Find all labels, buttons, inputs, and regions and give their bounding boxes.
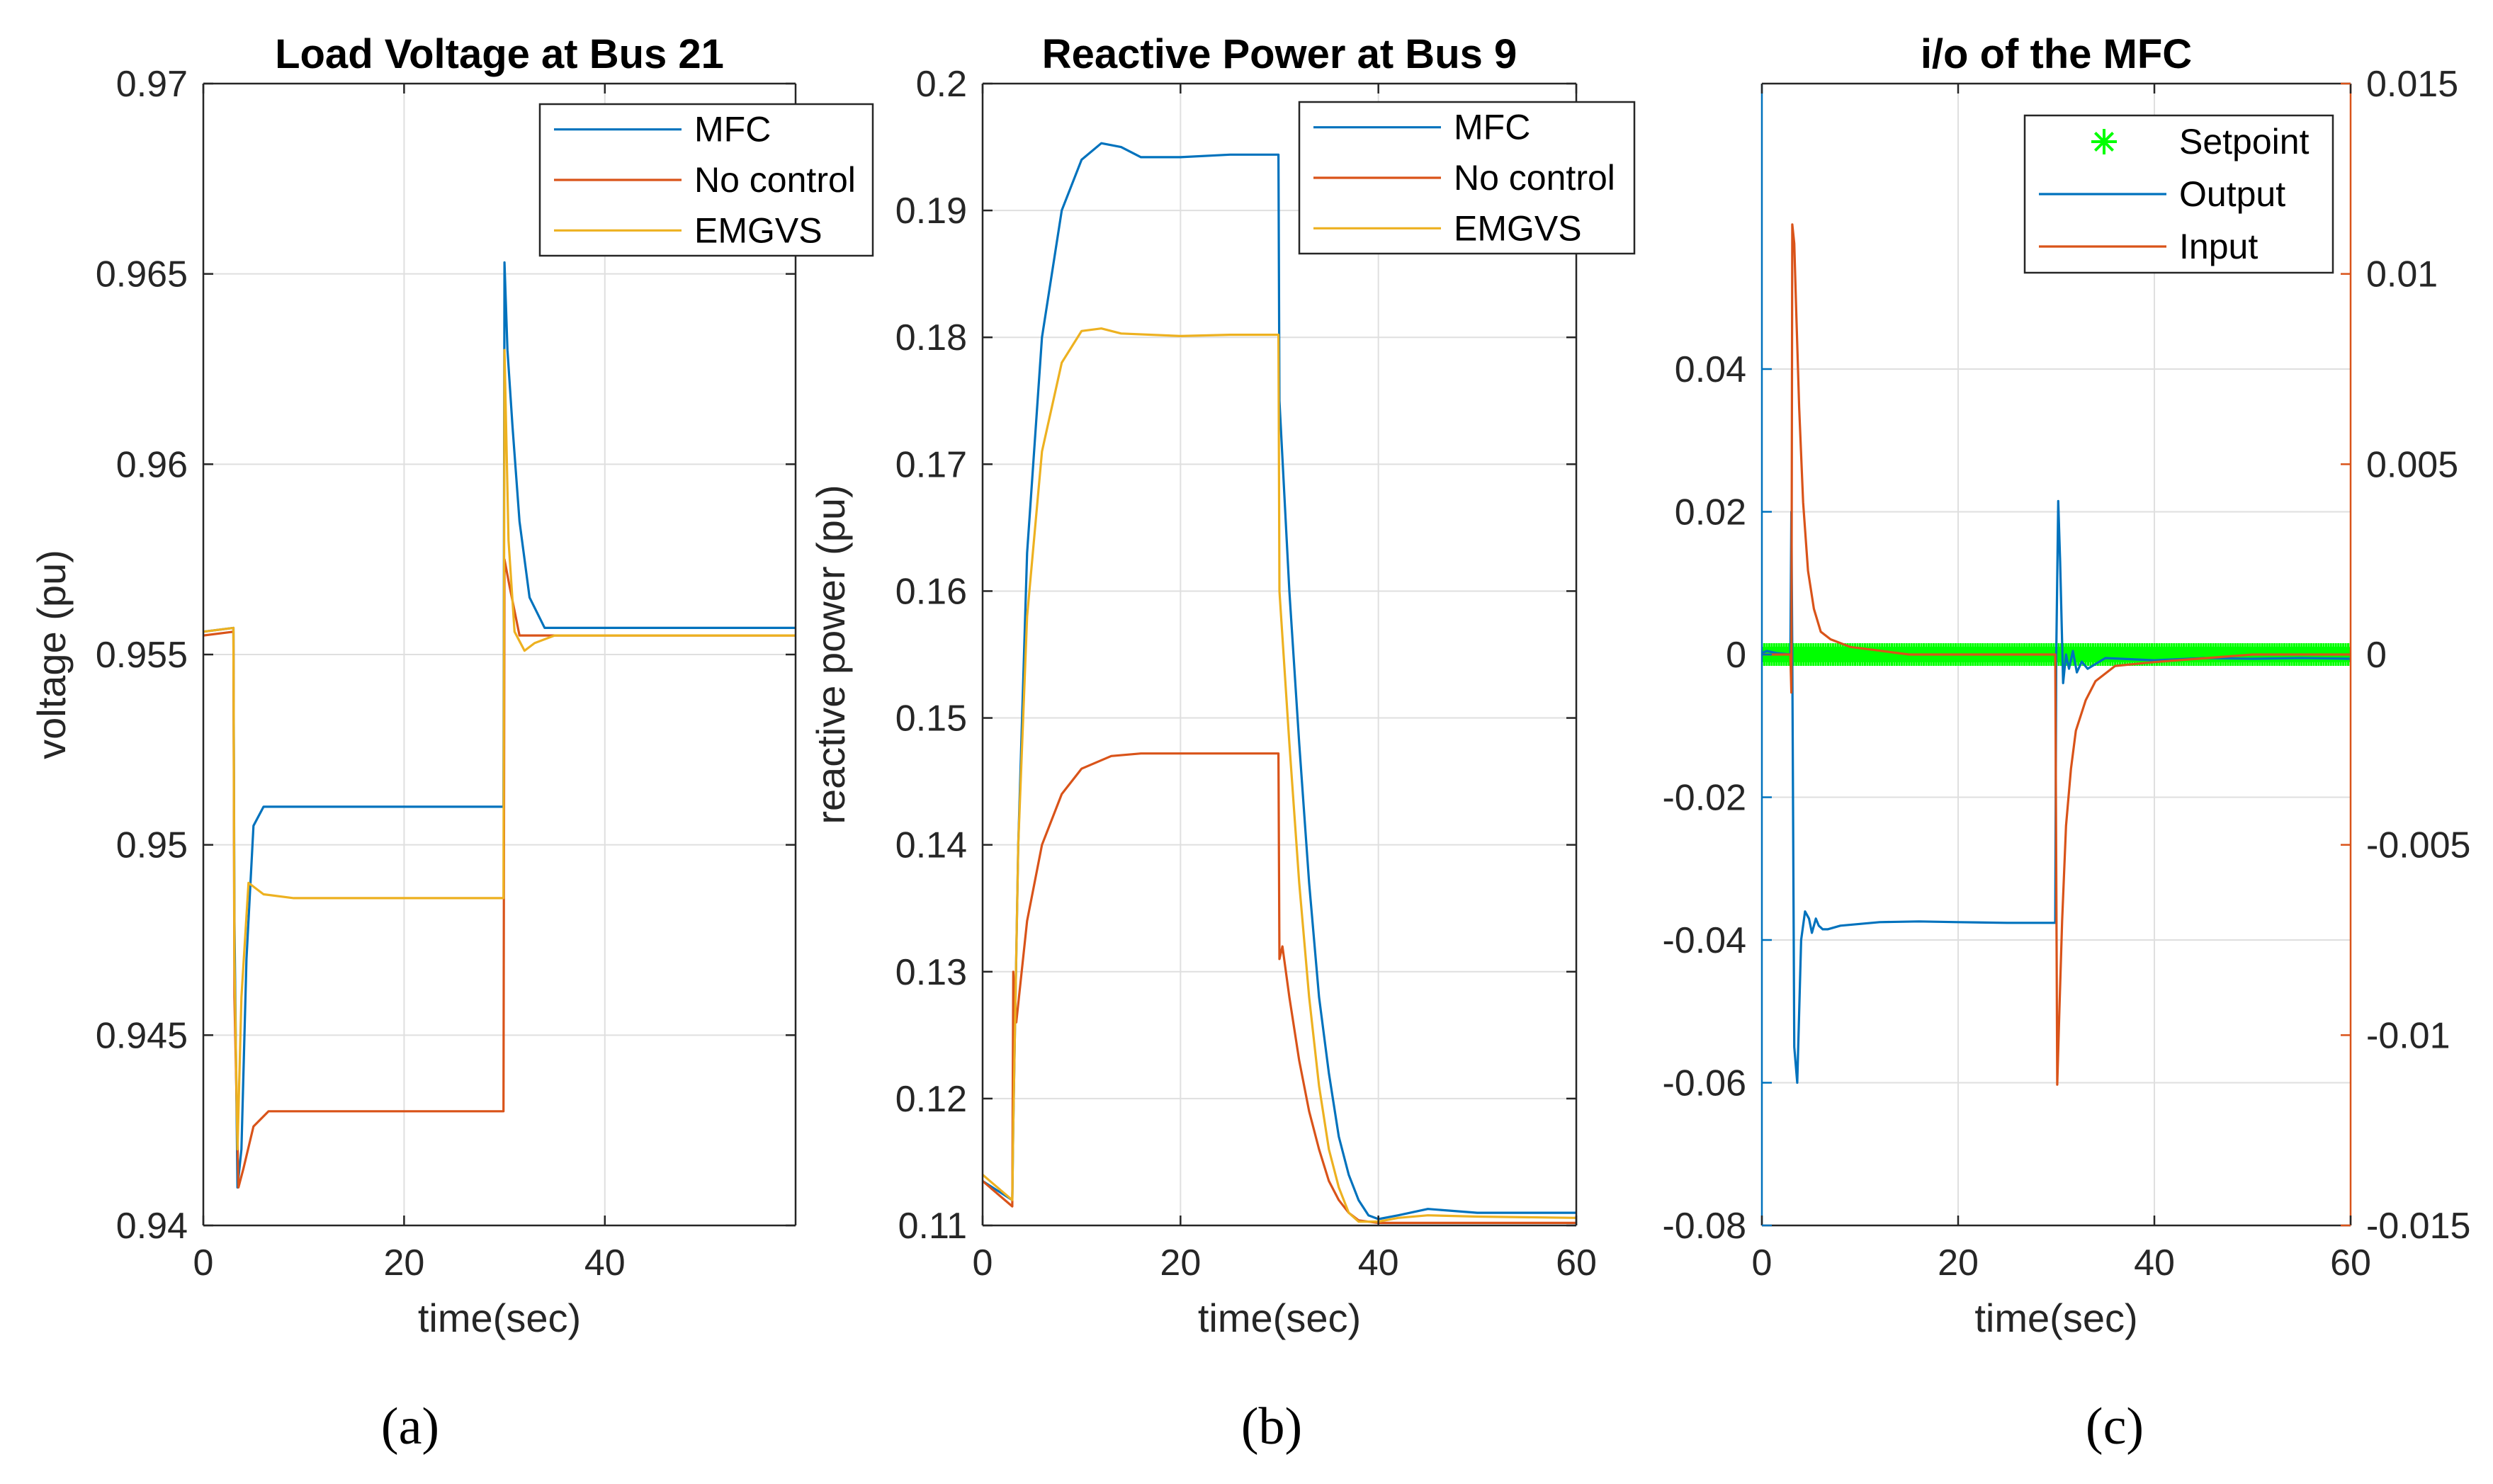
y-tick-label: 0.14 [895, 825, 967, 866]
legend-label: No control [694, 160, 856, 200]
legend-label: EMGVS [1454, 208, 1582, 248]
y-tick-label: -0.04 [1662, 920, 1746, 961]
y-tick-label: 0.12 [895, 1079, 967, 1120]
y-right-tick-label: 0.01 [2366, 254, 2438, 295]
x-tick-label: 40 [584, 1242, 626, 1284]
x-tick-label: 40 [2134, 1242, 2175, 1284]
y-tick-label: 0 [1726, 635, 1746, 676]
y-tick-label: 0.13 [895, 952, 967, 993]
legend-label: MFC [1454, 108, 1530, 147]
y-right-tick-label: -0.005 [2366, 825, 2470, 866]
x-tick-label: 0 [1752, 1242, 1773, 1284]
series-mfc-line [983, 142, 1576, 1220]
legend-marker-setpoint [2091, 129, 2117, 154]
y-tick-label: 0.97 [116, 64, 188, 105]
x-tick-label: 20 [1160, 1242, 1201, 1284]
x-axis-label: time(sec) [1198, 1296, 1361, 1340]
y-axis-label: voltage (pu) [29, 550, 74, 759]
y-tick-label: -0.02 [1662, 778, 1746, 819]
x-tick-label: 20 [1938, 1242, 1979, 1284]
y-tick-label: 0.11 [898, 1206, 967, 1247]
y-right-tick-label: -0.01 [2366, 1015, 2450, 1056]
y-tick-label: 0.945 [96, 1015, 188, 1056]
y-right-tick-label: -0.015 [2366, 1206, 2470, 1247]
chart-title: Reactive Power at Bus 9 [1042, 31, 1517, 77]
legend: Setpoint Output Input [2023, 114, 2334, 274]
x-tick-label: 60 [2330, 1242, 2371, 1284]
y-tick-label: 0.2 [916, 64, 967, 105]
panel-caption: (c) [2086, 1398, 2144, 1456]
chart-panel-b: 0 20 40 60 0.11 0.12 0.13 0.14 0.15 0.16 0.17 0.18 0… [808, 31, 1636, 1340]
chart-panel-a: 0 20 40 0.94 0.945 0.95 0.955 0.96 0.965 0.97 Load… [29, 31, 874, 1340]
chart-title: Load Voltage at Bus 21 [275, 31, 724, 77]
y-tick-label: 0.04 [1675, 349, 1746, 390]
legend: MFC No control EMGVS [1298, 101, 1636, 255]
legend-label: No control [1454, 158, 1615, 198]
x-tick-label: 60 [1556, 1242, 1597, 1284]
y-right-tick-label: 0.005 [2366, 444, 2458, 485]
panel-captions: (a) (b) (c) [381, 1398, 2144, 1456]
series-group [203, 261, 796, 1189]
y-tick-label: 0.96 [116, 444, 188, 485]
series-group [983, 142, 1576, 1224]
panel-caption: (a) [381, 1398, 439, 1456]
y-tick-label: 0.95 [116, 825, 188, 866]
x-tick-label: 0 [973, 1242, 993, 1284]
y-tick-label: -0.08 [1662, 1206, 1746, 1247]
y-tick-label: 0.17 [895, 444, 967, 485]
legend-label: Setpoint [2179, 122, 2310, 162]
y-tick-label: 0.965 [96, 254, 188, 295]
y-axis-label: reactive power (pu) [808, 485, 853, 824]
grid [203, 84, 796, 1225]
y-tick-label: 0.15 [895, 698, 967, 740]
series-emgvs-line [983, 327, 1576, 1223]
x-axis-label: time(sec) [418, 1296, 581, 1340]
legend-label: MFC [694, 110, 771, 149]
legend-label: Output [2179, 174, 2285, 214]
x-tick-label: 20 [383, 1242, 424, 1284]
y-tick-label: 0.955 [96, 635, 188, 676]
y-tick-label: 0.16 [895, 571, 967, 612]
chart-panel-c: 0 20 40 60 -0.08 -0.06 -0.04 -0.02 0 0.02 0.04 -0.0… [1662, 31, 2470, 1340]
y-tick-label: 0.02 [1675, 492, 1746, 533]
x-tick-label: 40 [1358, 1242, 1399, 1284]
series-input-line [1762, 223, 2351, 1086]
y-tick-label: -0.06 [1662, 1063, 1746, 1104]
series-emgvs-line [203, 349, 796, 1151]
y-right-tick-label: 0 [2366, 635, 2387, 676]
legend-label: EMGVS [694, 210, 822, 250]
chart-title: i/o of the MFC [1921, 31, 2192, 77]
legend: MFC No control EMGVS [538, 103, 874, 257]
legend-label: Input [2179, 227, 2258, 266]
x-axis-label: time(sec) [1974, 1296, 2137, 1340]
x-tick-label: 0 [193, 1242, 214, 1284]
panel-caption: (b) [1241, 1398, 1302, 1456]
y-tick-label: 0.19 [895, 191, 967, 232]
y-tick-label: 0.94 [116, 1206, 188, 1247]
series-output-line [1762, 499, 2351, 1084]
series-group [1762, 223, 2351, 1086]
y-tick-label: 0.18 [895, 317, 967, 358]
y-right-tick-label: 0.015 [2366, 64, 2458, 105]
